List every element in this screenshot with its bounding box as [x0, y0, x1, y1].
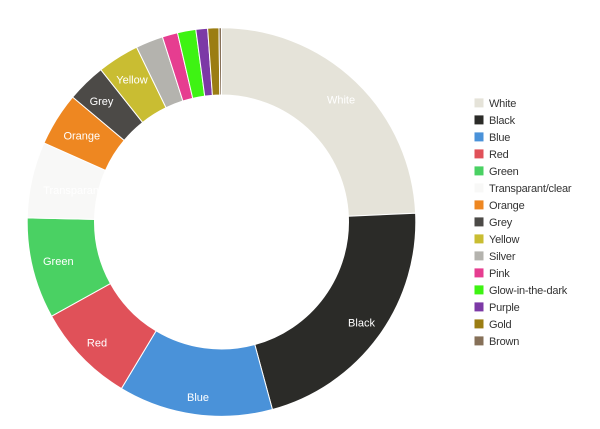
svg-text:Black: Black: [348, 317, 375, 329]
svg-text:White: White: [327, 94, 355, 106]
svg-text:Blue: Blue: [489, 132, 510, 144]
svg-text:Blue: Blue: [187, 392, 209, 404]
svg-text:Yellow: Yellow: [489, 234, 519, 246]
svg-text:Yellow: Yellow: [116, 74, 147, 86]
svg-text:Brown: Brown: [489, 336, 519, 348]
svg-text:Grey: Grey: [90, 96, 114, 108]
svg-text:Orange: Orange: [63, 131, 100, 143]
svg-text:Red: Red: [87, 337, 107, 349]
svg-text:Red: Red: [489, 149, 509, 161]
svg-text:Grey: Grey: [489, 217, 513, 229]
svg-text:Green: Green: [43, 256, 74, 268]
svg-text:Transparant/clear: Transparant/clear: [489, 183, 572, 195]
svg-text:Black: Black: [489, 115, 516, 127]
svg-text:White: White: [489, 98, 516, 110]
svg-text:Silver: Silver: [489, 251, 516, 263]
svg-text:Gold: Gold: [489, 319, 512, 331]
svg-text:Transparant/clear: Transparant/clear: [43, 185, 129, 197]
svg-text:Purple: Purple: [489, 302, 520, 314]
svg-text:Orange: Orange: [489, 200, 525, 212]
svg-text:Pink: Pink: [489, 268, 510, 280]
svg-text:Glow-in-the-dark: Glow-in-the-dark: [489, 285, 568, 297]
svg-text:Green: Green: [489, 166, 519, 178]
